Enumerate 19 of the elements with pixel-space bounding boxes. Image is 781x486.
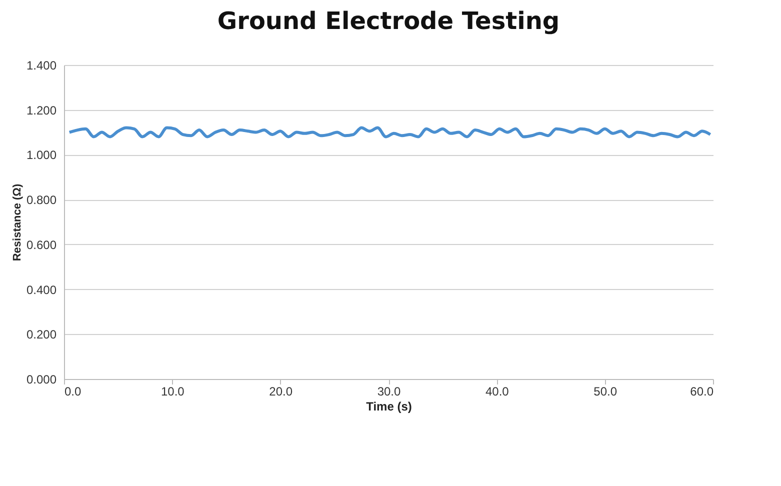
- line-series: [68, 126, 712, 138]
- y-tick-label: 0.800: [26, 193, 57, 208]
- x-tick-label: 20.0: [269, 384, 293, 398]
- chart-title: Ground Electrode Testing: [217, 7, 560, 35]
- x-axis-title: Time (s): [366, 400, 412, 414]
- y-tick-label: 1.400: [26, 58, 57, 72]
- x-tick-label: 40.0: [485, 384, 510, 398]
- x-tick-label: 50.0: [594, 384, 618, 398]
- y-tick-label: 0.400: [26, 282, 57, 297]
- x-tick-label: 60.0: [690, 384, 714, 398]
- x-tick-label: 30.0: [377, 384, 401, 398]
- y-axis-title: Resistance (Ω): [11, 184, 24, 262]
- y-tick-label: 0.200: [26, 328, 57, 342]
- y-tick-label: 1.200: [26, 103, 57, 118]
- y-tick-label: 0.000: [26, 372, 57, 386]
- y-tick-label: 1.000: [26, 148, 57, 162]
- x-tick-label: 10.0: [160, 384, 185, 398]
- x-tick-label: 0.0: [64, 384, 82, 398]
- y-tick-label: 0.600: [26, 238, 57, 252]
